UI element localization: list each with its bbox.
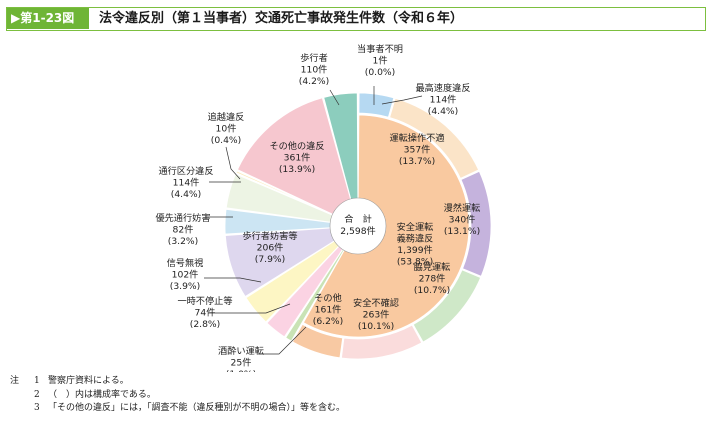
figure-title-bar: ▶第1-23図 法令違反別（第１当事者）交通死亡事故発生件数（令和６年） <box>6 7 706 31</box>
note-text: （ ）内は構成率である。 <box>48 389 156 400</box>
leader-line <box>258 326 307 355</box>
figure-number: 第1-23図 <box>20 11 75 25</box>
slice-label: 一時不停止等 74件(2.8%) <box>177 295 232 330</box>
slice-label: 信号無視 102件(3.9%) <box>167 257 204 292</box>
slice-label: 脇見運転 278件(10.7%) <box>414 262 451 296</box>
note-text: 「その他の違反」には，「調査不能（違反種別が不明の場合）」等を含む。 <box>48 403 346 413</box>
slice-label: 追越違反 10件(0.4%) <box>208 111 245 146</box>
slice-label: 歩行者妨害等 206件(7.9%) <box>242 230 297 265</box>
figure-number-tag: ▶第1-23図 <box>7 8 89 29</box>
pie-slice <box>341 324 423 360</box>
center-total-label: 合 計 2,598件 <box>340 213 376 237</box>
notes-head: 注 <box>10 376 20 386</box>
note-number: 2 <box>34 389 40 400</box>
note-number: 1 <box>34 376 40 386</box>
leader-line <box>208 303 291 314</box>
group-label: 安全運転義務違反 1,399件(53.8%) <box>397 221 434 268</box>
pie-slice <box>292 323 344 359</box>
donut-chart: 合 計 2,598件 安全運転義務違反 1,399件(53.8%) 当事者不明 1件(0.… <box>155 43 492 372</box>
slice-label: 当事者不明 1件(0.0%) <box>357 43 403 78</box>
note-row: 注 1 警察庁資料による。 <box>10 375 345 389</box>
leader-line <box>204 277 262 283</box>
pie-slice <box>358 92 395 118</box>
slice-label: 安全不確認 263件(10.1%) <box>353 297 399 332</box>
note-text: 警察庁資料による。 <box>48 376 129 386</box>
figure-arrow-icon: ▶ <box>11 11 21 25</box>
slice-label: 優先通行妨害 82件(3.2%) <box>155 212 210 247</box>
notes: 注 1 警察庁資料による。 2 （ ）内は構成率である。 3 「その他の違反」には，「調… <box>10 375 345 416</box>
slice-label: 最高速度違反 114件(4.4%) <box>415 82 470 117</box>
slice-label: その他 161件(6.2%) <box>313 292 344 327</box>
slice-label: 運転操作不適 357件(13.7%) <box>389 132 444 167</box>
leader-line <box>225 146 241 180</box>
center-disc <box>329 197 387 255</box>
note-row: 2 （ ）内は構成率である。 <box>10 389 345 403</box>
figure-title: 法令違反別（第１当事者）交通死亡事故発生件数（令和６年） <box>99 11 464 26</box>
pie-slice <box>389 97 480 179</box>
slice-label: 歩行者 110件(4.2%) <box>299 52 330 87</box>
slice-label: 通行区分違反 114件(4.4%) <box>158 165 213 200</box>
slice-label: その他の違反 361件(13.9%) <box>269 140 324 175</box>
pie-slice <box>460 170 492 277</box>
pie-slice <box>412 269 482 343</box>
leader-line <box>381 95 423 105</box>
note-row: 3 「その他の違反」には，「調査不能（違反種別が不明の場合）」等を含む。 <box>10 402 345 416</box>
leader-line <box>329 89 340 106</box>
slice-label: 漫然運転 340件(13.1%) <box>444 202 481 237</box>
note-number: 3 <box>34 403 40 413</box>
